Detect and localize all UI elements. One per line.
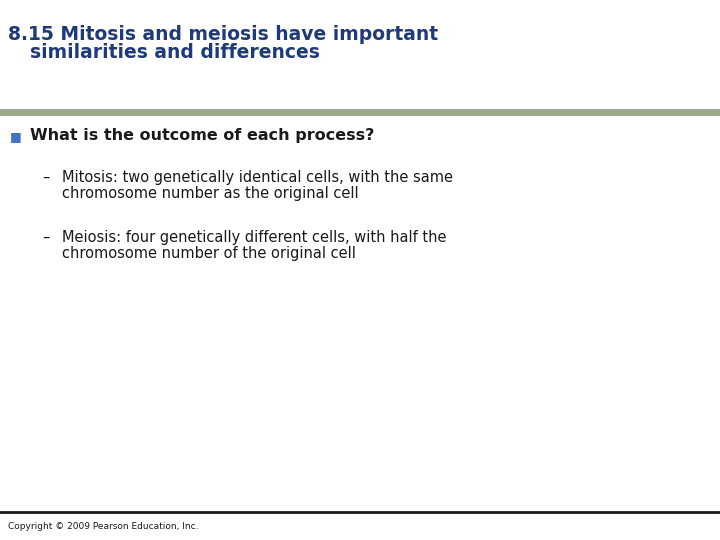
Text: 8.15 Mitosis and meiosis have important: 8.15 Mitosis and meiosis have important bbox=[8, 25, 438, 44]
Text: What is the outcome of each process?: What is the outcome of each process? bbox=[30, 128, 374, 143]
Text: Meiosis: four genetically different cells, with half the: Meiosis: four genetically different cell… bbox=[62, 230, 446, 245]
Text: similarities and differences: similarities and differences bbox=[30, 43, 320, 62]
Text: –: – bbox=[42, 230, 50, 245]
Text: Mitosis: two genetically identical cells, with the same: Mitosis: two genetically identical cells… bbox=[62, 170, 453, 185]
Text: chromosome number as the original cell: chromosome number as the original cell bbox=[62, 186, 359, 201]
Text: –: – bbox=[42, 170, 50, 185]
Text: ■: ■ bbox=[10, 130, 22, 143]
Text: Copyright © 2009 Pearson Education, Inc.: Copyright © 2009 Pearson Education, Inc. bbox=[8, 522, 199, 531]
Text: chromosome number of the original cell: chromosome number of the original cell bbox=[62, 246, 356, 261]
